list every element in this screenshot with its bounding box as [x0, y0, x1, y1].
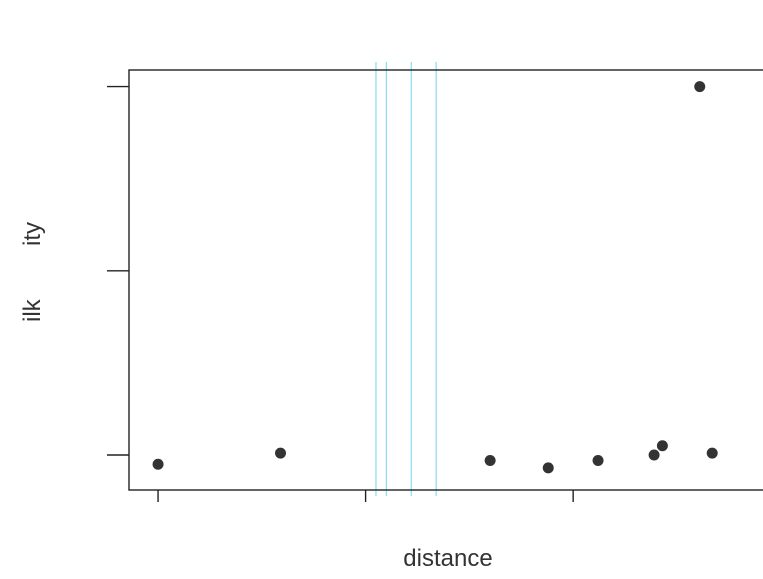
x-axis-label: distance: [403, 545, 492, 572]
vertical-reference-lines: [375, 62, 437, 496]
data-point-8: [706, 447, 718, 459]
plot-frame: [128, 69, 763, 491]
data-point-2: [484, 455, 496, 467]
y-axis-ticks: [107, 85, 129, 456]
y-axis-label: ilk ity: [19, 222, 46, 322]
data-point-4: [592, 455, 604, 467]
data-point-6: [656, 440, 668, 452]
data-point-7: [694, 81, 706, 93]
x-axis-ticks: [157, 490, 574, 502]
data-point-1: [275, 447, 287, 459]
data-point-3: [542, 462, 554, 474]
data-point-0: [152, 458, 164, 470]
data-points: [152, 81, 718, 474]
data-point-5: [648, 449, 660, 461]
